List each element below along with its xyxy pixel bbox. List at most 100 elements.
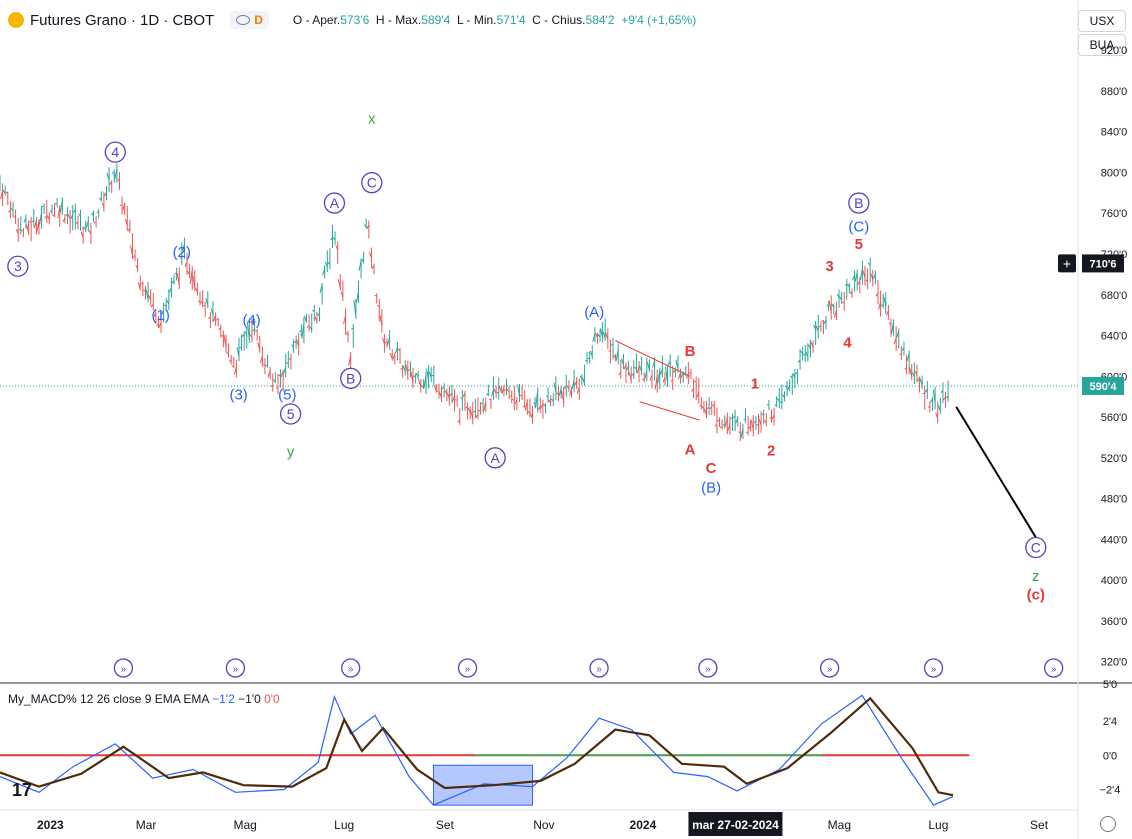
event-marker-icon[interactable] [225,658,246,678]
event-marker-icon[interactable] [698,658,718,678]
price-bar-open [493,388,497,395]
price-bar-open [441,386,445,390]
price-bar-open [332,237,336,241]
event-marker-icon[interactable] [1043,658,1064,678]
price-bar-open [517,384,521,397]
price-bar-open [600,328,604,339]
price-bar-open [805,351,809,358]
price-bar-open [701,405,705,410]
price-bar-open [272,379,276,383]
crosshair-price-badge [1082,254,1124,273]
price-bar-open [527,410,531,414]
price-bar-open [223,334,227,348]
settings-gear-icon[interactable] [1100,816,1116,832]
price-bar-open [439,392,443,399]
price-bar-open [618,371,622,376]
low-label: L - Min. [456,13,497,27]
wave-label: A [330,195,340,211]
price-bar-open [535,390,539,408]
price-bar-open [795,371,798,375]
wave-label: 5 [287,406,295,422]
price-bar-open [215,318,219,321]
event-marker-icon[interactable] [457,658,478,678]
price-bar-open [91,212,94,216]
macd-tick-label: 0'0 [1103,750,1117,762]
price-bar-open [839,296,843,301]
wedge-line[interactable] [615,340,691,377]
price-bar-open [381,337,385,344]
price-bar-open [402,365,406,372]
open-label: O - Aper. [292,13,341,27]
price-bar-open [265,364,268,367]
price-bar-open [455,399,458,401]
price-bar-open [909,367,913,377]
price-bar-open [163,304,167,307]
price-bar-open [649,374,653,381]
price-bar-open [132,255,136,259]
price-bar-open [280,371,284,378]
price-bar-open [85,221,89,228]
price-bar-open [137,282,141,290]
price-tick-label: 320'0 [1101,657,1128,669]
price-bar-open [368,252,372,258]
unit-selector[interactable]: BUA [1078,34,1126,56]
price-bar-open [428,371,432,378]
price-bar-open [872,273,876,279]
price-bar-open [641,378,645,381]
event-marker-icon[interactable] [819,658,840,678]
price-bar-open [769,417,772,419]
add-alert-icon[interactable] [1058,254,1076,273]
price-bar-open [423,374,427,389]
event-marker-glyph: » [827,664,833,675]
event-marker-icon[interactable] [589,658,609,678]
price-bar-open [696,392,700,398]
price-bar-open [355,291,359,303]
wave-label: 5 [855,236,863,253]
price-bar-open [750,419,754,431]
crosshair-price-label: 710'6 [1089,258,1116,270]
wave-label: 4 [843,335,852,352]
price-bar-open [293,341,297,344]
price-bar-open [413,375,416,377]
macd-tick-label: −2'4 [1100,784,1121,796]
price-bar-open [98,197,102,201]
change-value: +9'4 (+1,65%) [621,13,697,27]
price-bar-open [846,283,850,288]
price-bar-open [506,388,510,393]
time-tick-label: Set [436,818,455,832]
event-marker-icon[interactable] [923,658,944,678]
event-marker-icon[interactable] [113,658,134,678]
price-bar-open [556,392,559,396]
price-bar-open [205,297,209,306]
price-bar-open [748,425,752,430]
event-marker-glyph: » [348,664,354,675]
price-bar-open [124,218,128,226]
projection-line[interactable] [955,406,1037,538]
price-bar-open [259,355,263,364]
price-bar-open [405,364,409,374]
price-bar-open [330,237,333,241]
price-bar-open [821,319,824,322]
price-bar-open [208,316,211,320]
price-bar-open [257,342,261,351]
price-tick-label: 360'0 [1101,616,1128,628]
wave-label: (3) [229,387,247,404]
wave-label: C [706,460,717,477]
price-bar-open [486,393,489,396]
event-marker-glyph: » [233,664,239,675]
price-tick-label: 440'0 [1101,534,1128,546]
wedge-line[interactable] [639,401,700,421]
price-bar-open [299,330,302,333]
symbol-title[interactable]: Futures Grano · 1D · CBOT [30,11,215,29]
tradingview-logo[interactable]: 17 [12,780,33,800]
time-tick-label: Nov [533,818,554,832]
event-marker-icon[interactable] [341,658,361,678]
price-bar-open [802,353,806,357]
price-bar-open [384,341,388,344]
price-bar-open [776,398,780,402]
price-bar-open [480,402,484,405]
visibility-toggle[interactable]: D [230,11,269,29]
time-crosshair-label: mar 27-02-2024 [692,818,779,832]
wave-label: (4) [242,312,260,329]
